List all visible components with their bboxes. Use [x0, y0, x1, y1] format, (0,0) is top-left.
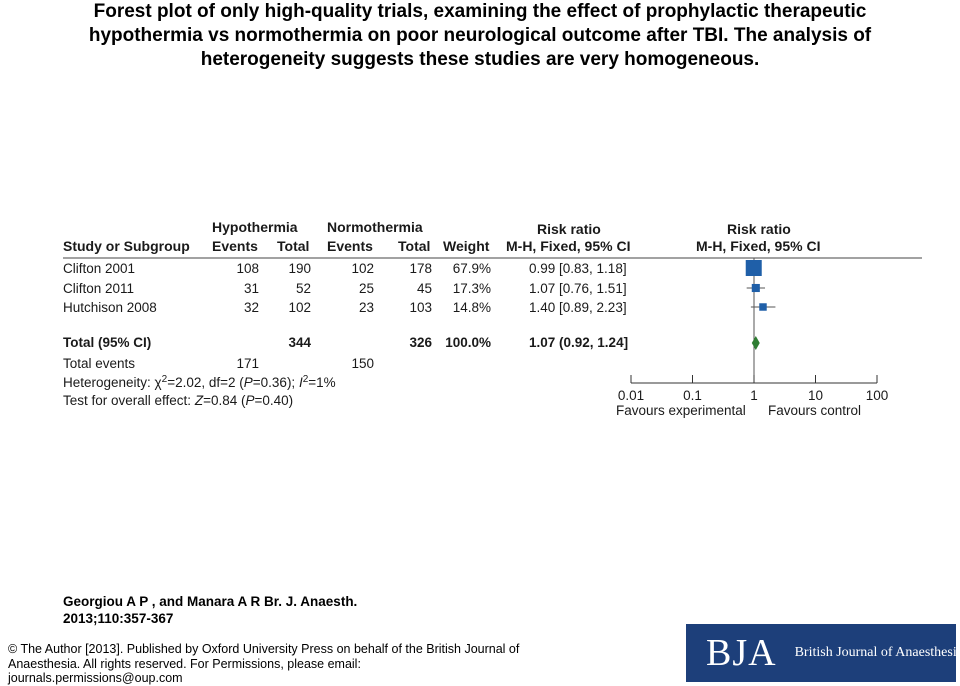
header-risk-ratio: Risk ratio	[537, 221, 601, 237]
study-name: Clifton 2011	[63, 281, 134, 296]
study-total-normo: 103	[409, 300, 432, 315]
x-axis-tick-label: 0.1	[683, 388, 702, 403]
logo-journal-name: British Journal of Anaesthesia	[794, 645, 960, 660]
total-label: Total (95% CI)	[63, 335, 151, 350]
x-axis-tick-label: 100	[866, 388, 889, 403]
header-weight: Weight	[443, 238, 490, 254]
bja-logo: BJA British Journal of Anaesthesia	[686, 624, 960, 682]
total-events-normo: 150	[351, 356, 374, 371]
header-events-hypo: Events	[212, 238, 258, 254]
study-name: Clifton 2001	[63, 261, 135, 276]
header-method: M-H, Fixed, 95% CI	[506, 238, 630, 254]
citation: Georgiou A P , and Manara A R Br. J. Ana…	[63, 593, 357, 627]
header-normothermia: Normothermia	[327, 219, 423, 235]
study-events-normo: 25	[359, 281, 374, 296]
header-total-normo: Total	[398, 238, 430, 254]
study-marker	[751, 283, 760, 293]
study-ci-text: 1.40 [0.89, 2.23]	[529, 300, 627, 315]
overall-effect-text: Test for overall effect: Z=0.84 (P=0.40)	[63, 393, 293, 408]
copyright-notice: © The Author [2013]. Published by Oxford…	[8, 642, 520, 685]
study-total-normo: 45	[417, 281, 432, 296]
plot-area: 0.01 0.1 1 10 100	[618, 258, 888, 403]
header-risk-ratio-plot: Risk ratio	[727, 221, 791, 237]
study-marker	[759, 303, 767, 311]
total-events-label: Total events	[63, 356, 135, 371]
study-total-normo: 178	[409, 261, 432, 276]
study-total-hypo: 190	[288, 261, 311, 276]
total-ci-text: 1.07 (0.92, 1.24]	[529, 335, 628, 350]
study-events-normo: 102	[351, 261, 374, 276]
favours-left-label: Favours experimental	[616, 403, 746, 418]
study-events-hypo: 32	[244, 300, 259, 315]
header-total-hypo: Total	[277, 238, 309, 254]
study-events-hypo: 108	[236, 261, 259, 276]
header-hypothermia: Hypothermia	[212, 219, 298, 235]
study-name: Hutchison 2008	[63, 300, 157, 315]
heterogeneity-text: Heterogeneity: χ2=2.02, df=2 (P=0.36); I…	[63, 374, 336, 390]
total-hypo: 344	[288, 335, 311, 350]
study-marker	[745, 260, 762, 276]
study-weight: 67.9%	[453, 261, 491, 276]
x-axis-tick-label: 0.01	[618, 388, 644, 403]
study-weight: 17.3%	[453, 281, 491, 296]
total-normo: 326	[409, 335, 432, 350]
study-rows: Clifton 2001 108 190 102 178 67.9% 0.99 [0.83,…	[63, 261, 627, 315]
favours-right-label: Favours control	[768, 403, 861, 418]
study-ci-text: 1.07 [0.76, 1.51]	[529, 281, 627, 296]
forest-plot: Hypothermia Normothermia Risk ratio Risk…	[63, 219, 922, 418]
study-total-hypo: 102	[288, 300, 311, 315]
header-events-normo: Events	[327, 238, 373, 254]
study-total-hypo: 52	[296, 281, 311, 296]
total-events-hypo: 171	[236, 356, 259, 371]
total-diamond	[751, 336, 760, 350]
logo-mark: BJA	[706, 632, 777, 674]
citation-line-2: 2013;110:357-367	[63, 611, 174, 626]
x-axis-tick-label: 10	[808, 388, 823, 403]
page-title: Forest plot of only high-quality trials,…	[88, 1, 872, 70]
study-weight: 14.8%	[453, 300, 491, 315]
header-study: Study or Subgroup	[63, 238, 190, 254]
study-events-normo: 23	[359, 300, 374, 315]
total-weight: 100.0%	[445, 335, 491, 350]
header-method-plot: M-H, Fixed, 95% CI	[696, 238, 820, 254]
x-axis-tick-label: 1	[750, 388, 758, 403]
study-ci-text: 0.99 [0.83, 1.18]	[529, 261, 627, 276]
citation-line-1: Georgiou A P , and Manara A R Br. J. Ana…	[63, 594, 358, 609]
study-events-hypo: 31	[244, 281, 259, 296]
